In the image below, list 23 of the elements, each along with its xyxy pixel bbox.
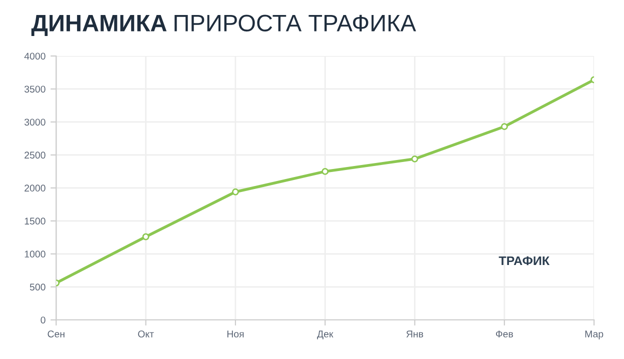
x-tick-label: Ноя	[227, 330, 244, 338]
point	[142, 233, 150, 240]
y-tick-label: 2500	[24, 152, 46, 159]
point	[322, 168, 329, 175]
y-tick-label: 2000	[24, 184, 46, 192]
y-tick-label: 0	[40, 316, 46, 324]
point	[500, 123, 508, 130]
y-tick-label: 1500	[24, 218, 46, 225]
y-tick-label: 3000	[24, 118, 46, 126]
x-tick-label: Мар	[585, 330, 604, 340]
x-tick-label: Окт	[138, 330, 154, 338]
point	[232, 188, 239, 196]
annotation: ТРАФИК	[498, 256, 550, 266]
x-tick-label: Фев	[496, 330, 513, 338]
y-tick-label: 3500	[24, 86, 46, 93]
y-tick-label: 1000	[24, 250, 46, 258]
y-tick-label: 500	[30, 284, 46, 291]
y-tick-label: 4000	[24, 52, 46, 60]
x-tick-label: Янв	[406, 330, 424, 338]
point	[411, 155, 418, 162]
x-tick-label: Дек	[317, 330, 334, 340]
chart-title: ДИНАМИКА ПРИРОСТА ТРАФИКА	[31, 14, 416, 36]
x-tick-label: Сен	[48, 330, 64, 338]
